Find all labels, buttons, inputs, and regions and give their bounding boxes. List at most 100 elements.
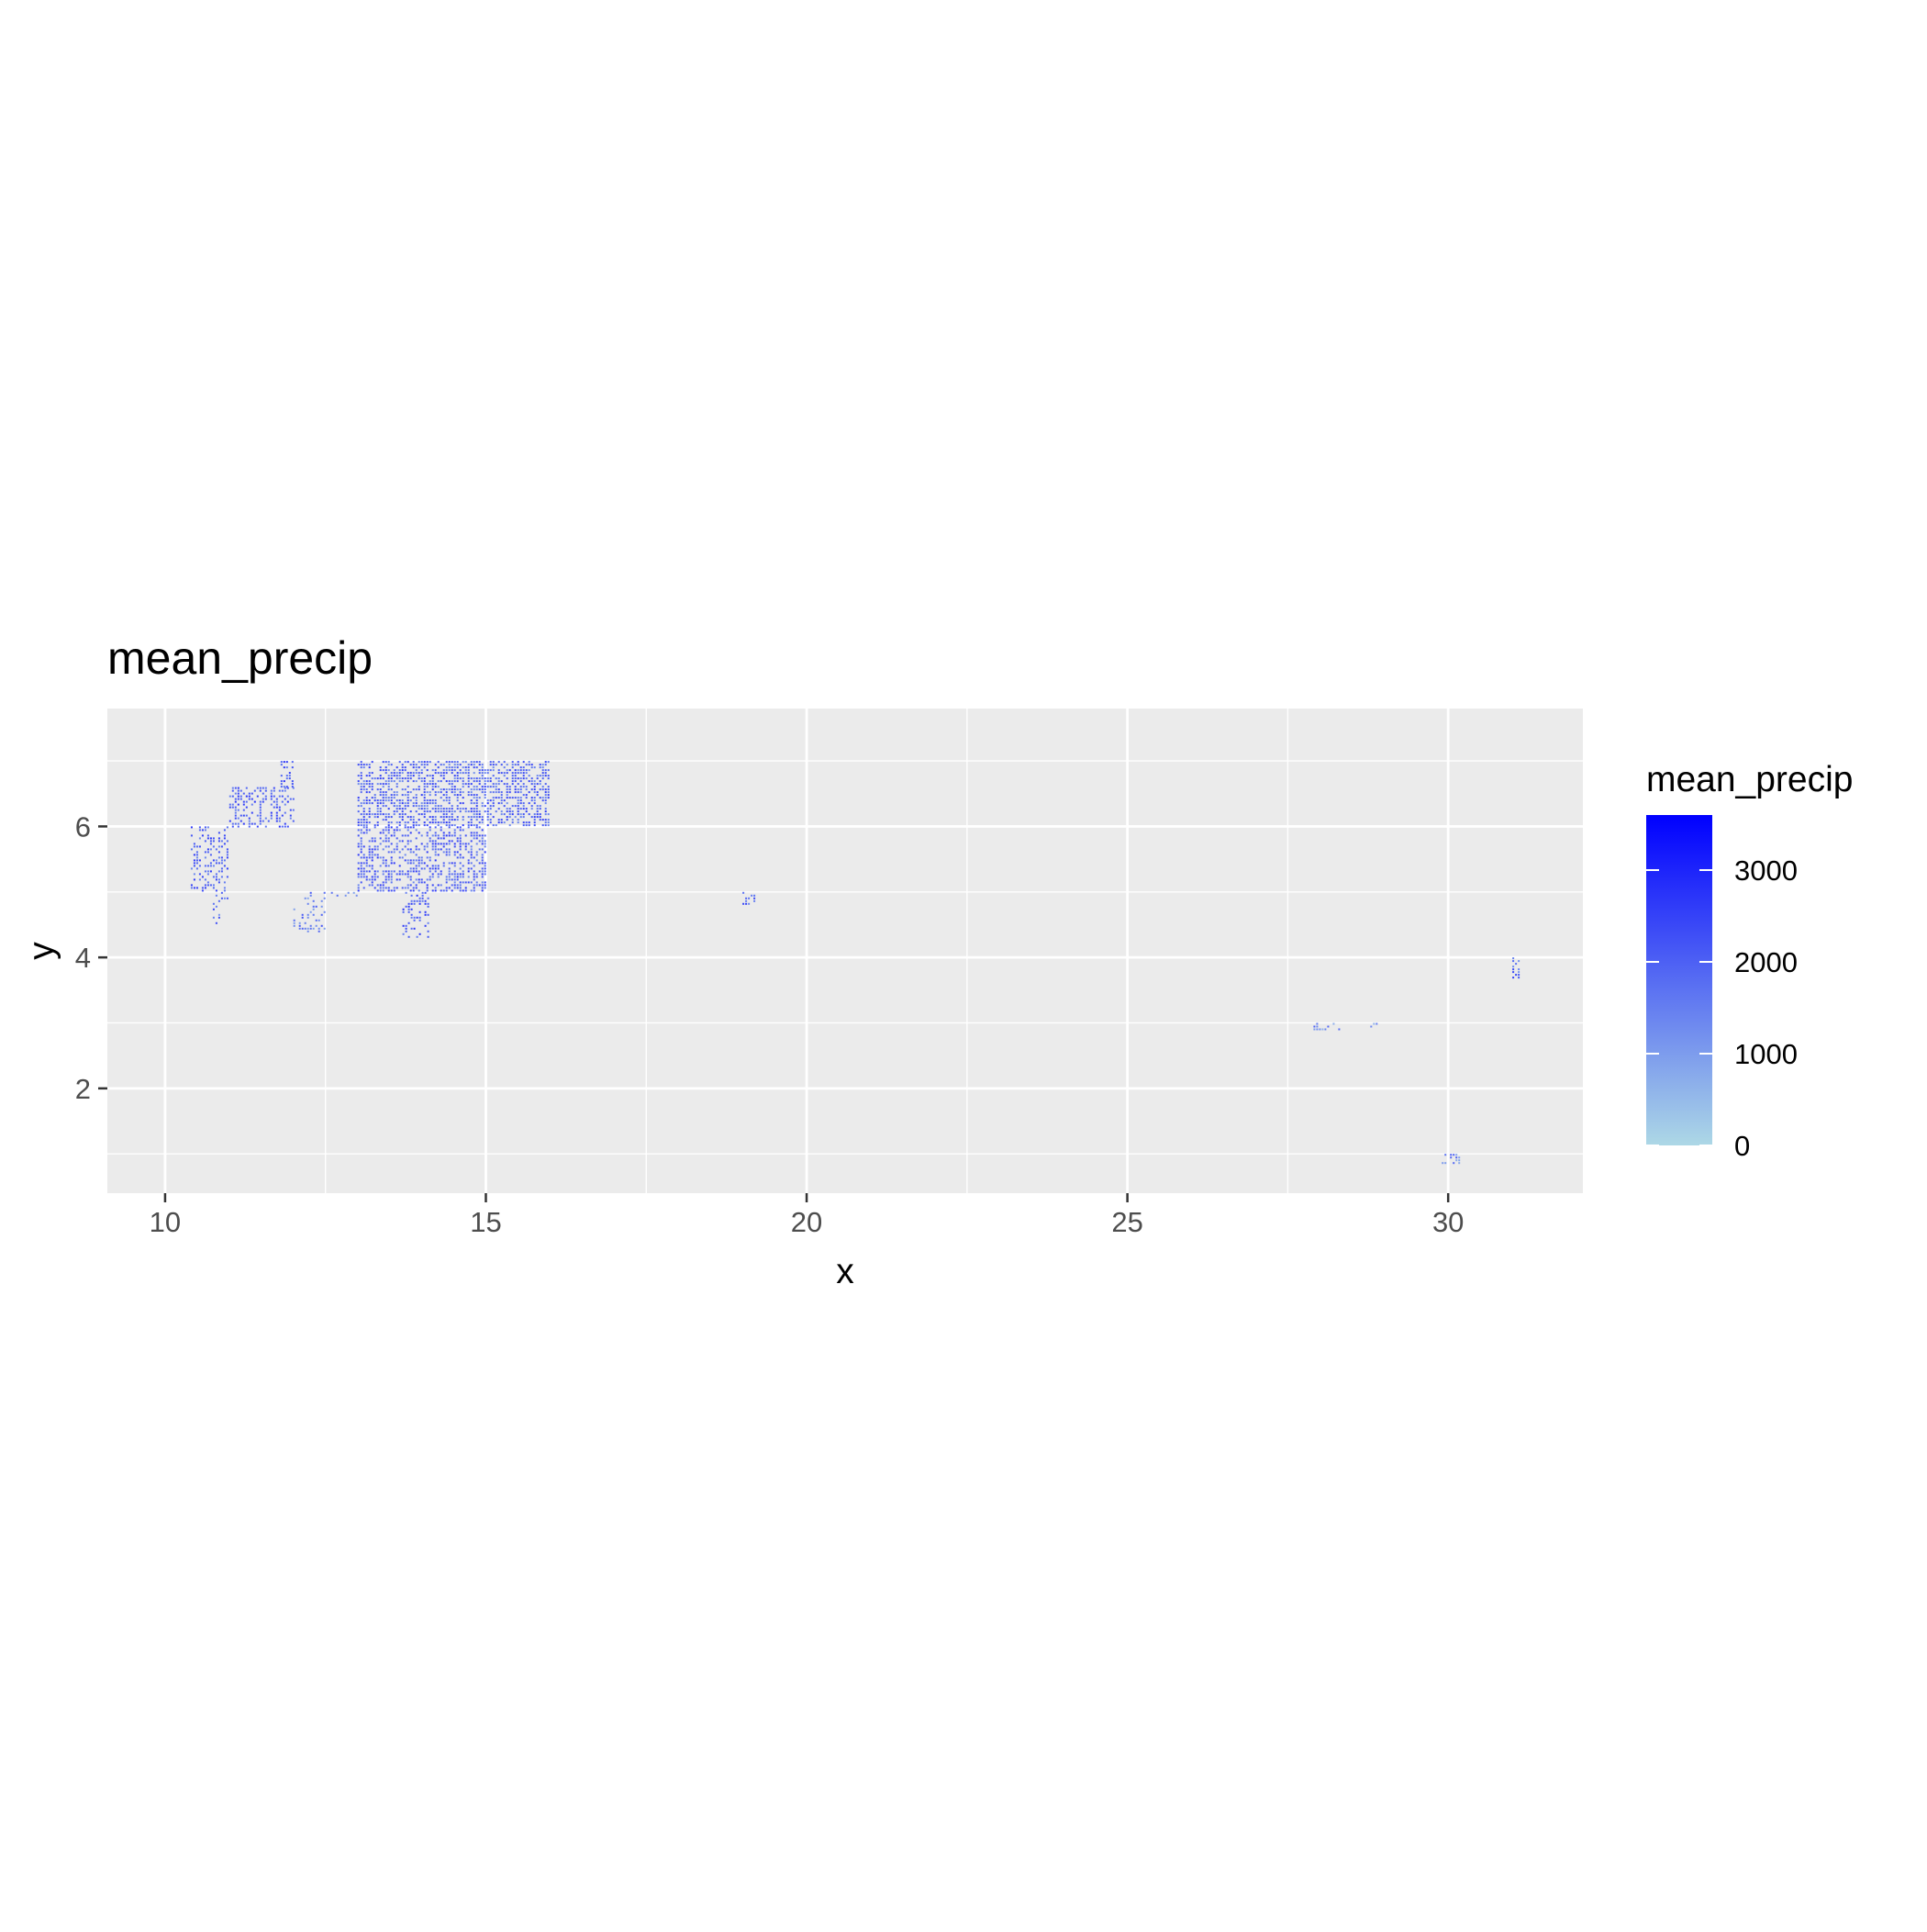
raster-cell (209, 862, 212, 865)
raster-cell (453, 870, 456, 873)
raster-cell (382, 881, 384, 884)
raster-cell (415, 802, 418, 805)
raster-cell (431, 783, 434, 786)
raster-cell (368, 851, 371, 854)
x-axis-title: x (836, 1252, 854, 1291)
raster-cell (478, 821, 481, 824)
raster-cell (223, 897, 226, 899)
raster-cell (237, 803, 239, 806)
raster-cell (362, 876, 365, 878)
raster-cell (382, 761, 384, 764)
raster-cell (497, 819, 500, 821)
raster-cell (451, 862, 453, 865)
raster-cell (398, 870, 401, 873)
raster-cell (478, 848, 481, 851)
raster-cell (442, 832, 445, 834)
raster-cell (1512, 971, 1515, 974)
raster-cell (285, 777, 288, 780)
raster-cell (445, 788, 448, 791)
raster-cell (404, 873, 407, 876)
raster-cell (427, 913, 429, 916)
raster-cell (226, 826, 228, 829)
raster-cell (379, 788, 382, 791)
raster-cell (401, 799, 404, 802)
raster-cell (248, 795, 251, 798)
raster-cell (418, 805, 420, 808)
raster-cell (278, 795, 281, 798)
raster-cell (522, 786, 525, 788)
raster-cell (368, 808, 371, 810)
raster-cell (357, 884, 360, 887)
raster-cell (384, 813, 387, 816)
raster-cell (360, 873, 362, 876)
raster-cell (234, 792, 237, 795)
raster-cell (393, 775, 395, 777)
raster-cell (379, 769, 382, 772)
raster-cell (1376, 1022, 1378, 1025)
raster-cell (357, 764, 360, 766)
raster-cell (395, 777, 398, 780)
raster-cell (209, 870, 212, 873)
raster-cell (407, 816, 409, 819)
raster-cell (409, 832, 412, 834)
raster-cell (404, 834, 407, 837)
raster-cell (368, 816, 371, 819)
raster-cell (223, 889, 226, 892)
raster-cell (530, 808, 533, 810)
raster-cell (1313, 1025, 1316, 1028)
raster-cell (360, 788, 362, 791)
raster-cell (418, 824, 420, 827)
raster-cell (365, 826, 368, 829)
raster-cell (486, 808, 489, 810)
raster-cell (423, 791, 426, 794)
raster-cell (376, 848, 379, 851)
raster-cell (530, 816, 533, 819)
raster-cell (371, 881, 373, 884)
raster-cell (407, 870, 409, 873)
raster-cell (442, 862, 445, 865)
raster-cell (484, 867, 486, 870)
raster-cell (525, 772, 528, 775)
raster-cell (206, 837, 209, 840)
raster-cell (384, 862, 387, 865)
raster-cell (387, 799, 390, 802)
raster-cell (393, 813, 395, 816)
raster-cell (462, 819, 464, 821)
raster-cell (448, 824, 451, 827)
raster-cell (234, 787, 237, 789)
raster-cell (360, 870, 362, 873)
raster-cell (467, 851, 470, 854)
raster-cell (368, 810, 371, 813)
raster-cell (522, 824, 525, 827)
raster-cell (453, 788, 456, 791)
raster-cell (517, 802, 519, 805)
raster-cell (285, 786, 288, 788)
raster-cell (283, 780, 285, 783)
raster-cell (423, 862, 426, 865)
raster-cell (412, 802, 415, 805)
raster-cell (478, 870, 481, 873)
raster-cell (478, 834, 481, 837)
raster-cell (459, 791, 462, 794)
raster-cell (376, 816, 379, 819)
raster-cell (248, 825, 251, 828)
raster-cell (470, 810, 473, 813)
raster-cell (306, 897, 309, 899)
raster-cell (481, 876, 484, 878)
raster-cell (475, 859, 478, 862)
raster-cell (291, 783, 294, 786)
raster-cell (508, 797, 511, 799)
raster-cell (508, 769, 511, 772)
raster-cell (481, 775, 484, 777)
x-tick-label: 15 (470, 1206, 501, 1238)
raster-cell (415, 805, 418, 808)
raster-cell (481, 881, 484, 884)
raster-cell (390, 843, 393, 845)
raster-cell (382, 786, 384, 788)
raster-cell (278, 825, 281, 828)
raster-cell (248, 792, 251, 795)
raster-cell (371, 777, 373, 780)
raster-cell (415, 854, 418, 856)
raster-cell (423, 845, 426, 848)
raster-cell (470, 794, 473, 797)
